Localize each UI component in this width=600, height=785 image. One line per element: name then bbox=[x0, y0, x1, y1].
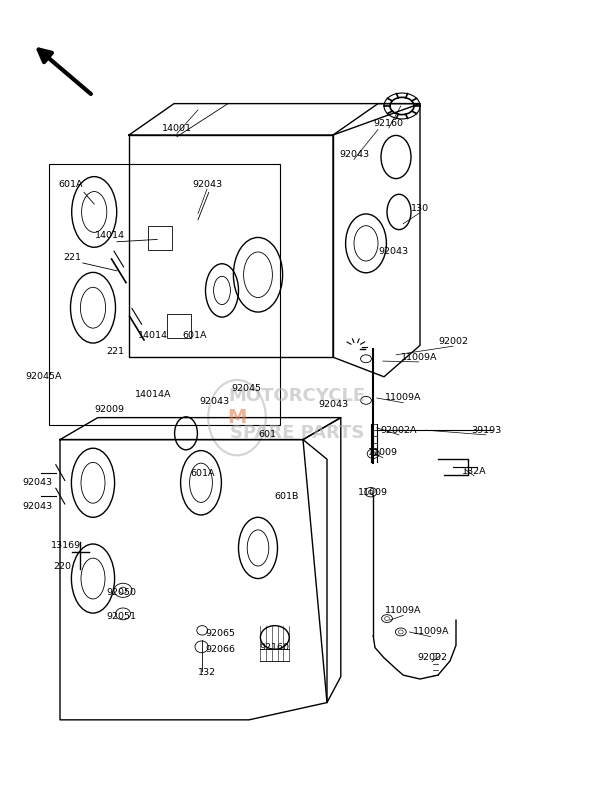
Text: 92043: 92043 bbox=[22, 502, 52, 511]
Text: 601A: 601A bbox=[191, 469, 215, 478]
Text: 92045A: 92045A bbox=[26, 372, 62, 382]
Text: 92043: 92043 bbox=[192, 180, 222, 189]
Text: 14014: 14014 bbox=[95, 231, 125, 240]
Text: 14014A: 14014A bbox=[136, 389, 172, 399]
Text: 92043: 92043 bbox=[318, 400, 348, 409]
Bar bbox=[49, 164, 280, 425]
Text: 601: 601 bbox=[258, 429, 276, 439]
Text: 14001: 14001 bbox=[162, 124, 192, 133]
Text: 132: 132 bbox=[198, 668, 216, 677]
Text: 14014: 14014 bbox=[138, 331, 168, 341]
Text: 13169: 13169 bbox=[51, 541, 81, 550]
Text: 601A: 601A bbox=[59, 180, 83, 189]
Text: SPARE PARTS: SPARE PARTS bbox=[230, 425, 364, 442]
Text: 92002A: 92002A bbox=[381, 425, 417, 435]
Text: M: M bbox=[227, 408, 247, 427]
Text: 92043: 92043 bbox=[339, 150, 369, 159]
Text: 11009A: 11009A bbox=[413, 627, 449, 637]
Text: 92045: 92045 bbox=[231, 384, 261, 393]
Text: 220: 220 bbox=[53, 562, 71, 571]
Text: 92043: 92043 bbox=[22, 478, 52, 487]
Text: 92043: 92043 bbox=[378, 246, 408, 256]
Text: 221: 221 bbox=[63, 253, 81, 262]
Text: 132A: 132A bbox=[461, 466, 487, 476]
Text: 92051: 92051 bbox=[106, 612, 136, 621]
Text: 92160: 92160 bbox=[260, 643, 290, 652]
Text: 92065: 92065 bbox=[206, 629, 236, 638]
Text: 92160: 92160 bbox=[374, 119, 404, 128]
Text: 11009A: 11009A bbox=[401, 352, 437, 362]
Text: 92066: 92066 bbox=[206, 645, 236, 655]
Text: 11009: 11009 bbox=[358, 487, 388, 497]
Text: 130: 130 bbox=[411, 203, 429, 213]
Text: 11009A: 11009A bbox=[385, 606, 421, 615]
Text: 92002: 92002 bbox=[438, 337, 468, 346]
Text: 39193: 39193 bbox=[471, 425, 501, 435]
Text: 92002: 92002 bbox=[417, 652, 447, 662]
Text: 11009A: 11009A bbox=[385, 393, 421, 403]
Text: 601A: 601A bbox=[183, 331, 207, 341]
Bar bbox=[167, 314, 191, 338]
Text: 92009: 92009 bbox=[95, 405, 125, 414]
Text: 601B: 601B bbox=[275, 492, 299, 502]
Text: MOTORCYCLE: MOTORCYCLE bbox=[229, 387, 365, 404]
Text: 221: 221 bbox=[106, 347, 124, 356]
Text: 92050: 92050 bbox=[106, 588, 136, 597]
Text: 11009: 11009 bbox=[368, 448, 398, 458]
Bar bbox=[148, 226, 172, 250]
Text: 92043: 92043 bbox=[200, 397, 230, 407]
